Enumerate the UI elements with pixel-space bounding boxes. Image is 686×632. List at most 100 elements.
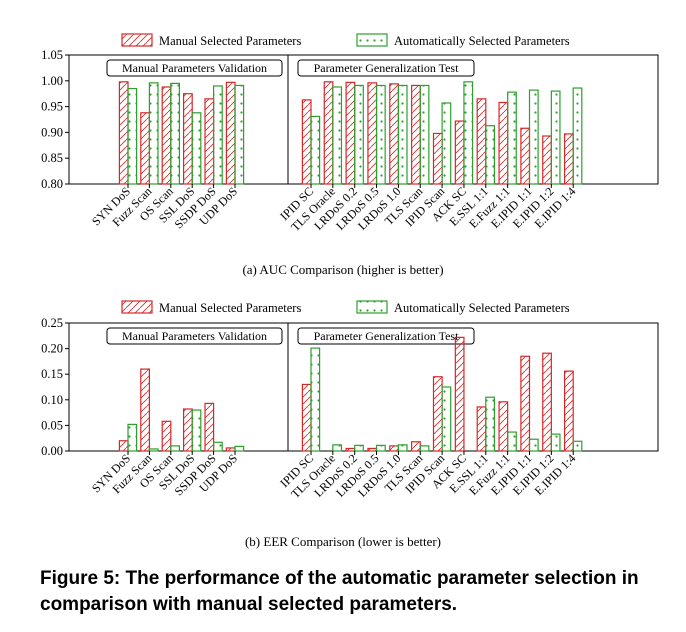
bar-auto xyxy=(528,89,539,185)
group-label-manual-validation-box xyxy=(106,327,283,345)
bar-auto xyxy=(572,87,583,185)
y-tick-label: 0.10 xyxy=(41,393,63,407)
group-label-generalization: Parameter Generalization Test xyxy=(314,61,460,75)
bar-manual xyxy=(118,440,129,452)
bar-manual xyxy=(367,447,378,452)
bar-manual xyxy=(301,383,312,452)
bar-auto xyxy=(507,431,517,452)
legend-label-auto: Automatically Selected Parameters xyxy=(394,301,570,315)
bar-auto xyxy=(485,125,495,185)
bar-auto xyxy=(213,85,223,185)
y-tick-label: 0.00 xyxy=(41,444,63,458)
y-tick-label: 1.05 xyxy=(41,48,63,62)
bar-manual xyxy=(432,376,443,452)
y-tick-label: 0.90 xyxy=(41,125,63,139)
bar-manual xyxy=(454,120,465,185)
bar-manual xyxy=(301,99,312,185)
bar-auto xyxy=(213,441,223,452)
group-label-manual-validation-box xyxy=(106,59,283,77)
bar-auto xyxy=(485,396,495,452)
y-tick-label: 0.05 xyxy=(41,418,63,432)
bar-manual xyxy=(345,447,356,452)
bar-auto xyxy=(419,445,430,452)
bar-manual xyxy=(323,81,334,185)
bar-manual xyxy=(204,98,215,185)
bar-auto xyxy=(234,445,245,452)
bar-manual xyxy=(476,406,487,452)
bar-manual xyxy=(542,135,552,185)
bar-manual xyxy=(411,84,421,185)
bar-manual xyxy=(161,86,172,185)
bar-manual xyxy=(225,447,236,452)
figure: Manual Selected Parameters Automatically … xyxy=(41,33,659,501)
group-label-generalization-box xyxy=(297,327,475,345)
bar-auto xyxy=(191,409,202,452)
y-tick-label: 0.85 xyxy=(41,151,63,165)
bar-auto xyxy=(441,102,452,185)
bar-manual xyxy=(389,83,399,185)
bar-auto xyxy=(310,347,321,452)
group-label-generalization-box xyxy=(297,59,475,77)
legend-label-auto: Automatically Selected Parameters xyxy=(394,34,570,48)
legend-swatch-auto xyxy=(356,33,388,47)
bar-manual xyxy=(345,81,356,185)
bar-auto xyxy=(375,84,386,185)
bar-auto xyxy=(127,423,138,452)
bar-auto xyxy=(354,84,364,185)
bar-manual xyxy=(498,101,509,185)
y-tick-label: 0.15 xyxy=(41,367,63,381)
legend: Manual Selected Parameters Automatically … xyxy=(121,33,570,48)
bar-auto xyxy=(375,444,386,452)
bar-auto xyxy=(234,84,245,185)
y-tick-label: 0.20 xyxy=(41,342,63,356)
group-label-manual-validation: Manual Parameters Validation xyxy=(122,329,267,343)
bar-manual xyxy=(367,82,378,185)
bar-manual xyxy=(204,402,215,452)
bar-manual xyxy=(183,93,193,185)
bar-auto xyxy=(550,90,561,185)
bar-auto xyxy=(507,91,517,185)
bar-manual xyxy=(225,81,236,185)
legend-swatch-manual xyxy=(121,300,153,314)
bar-auto xyxy=(148,448,159,452)
eer-chart: Manual Selected Parameters Automatically … xyxy=(41,300,659,501)
bar-auto xyxy=(191,112,202,185)
group-label-manual-validation: Manual Parameters Validation xyxy=(122,61,267,75)
y-tick-label: 0.25 xyxy=(41,316,63,330)
legend-label-manual: Manual Selected Parameters xyxy=(159,301,301,315)
bar-manual xyxy=(542,352,552,452)
bar-auto xyxy=(148,82,159,185)
bar-auto xyxy=(354,444,364,452)
group-label-generalization: Parameter Generalization Test xyxy=(314,329,460,343)
auc-caption: (a) AUC Comparison (higher is better) xyxy=(242,262,444,277)
bar-manual xyxy=(411,441,421,452)
bar-manual xyxy=(140,368,151,452)
bar-auto xyxy=(397,84,408,185)
bar-auto xyxy=(332,444,343,452)
bar-auto xyxy=(550,433,561,452)
bar-manual xyxy=(432,132,443,185)
bar-manual xyxy=(520,127,531,185)
bar-auto xyxy=(170,445,181,452)
eer-caption: (b) EER Comparison (lower is better) xyxy=(244,534,442,549)
bar-auto xyxy=(397,444,408,452)
auc-chart: Manual Selected Parameters Automatically … xyxy=(41,33,659,234)
bar-manual xyxy=(563,133,574,185)
bar-manual xyxy=(118,81,129,185)
bar-auto xyxy=(310,115,321,185)
bar-auto xyxy=(441,386,452,452)
legend-swatch-auto xyxy=(356,300,388,314)
bar-auto xyxy=(170,82,181,185)
legend: Manual Selected Parameters Automatically … xyxy=(121,300,570,315)
bar-auto xyxy=(419,84,430,185)
y-tick-label: 1.00 xyxy=(41,74,63,88)
bar-manual xyxy=(183,408,193,452)
y-tick-label: 0.95 xyxy=(41,100,63,114)
bar-manual xyxy=(520,355,531,452)
figure-caption: Figure 5: The performance of the automat… xyxy=(40,568,639,615)
bar-manual xyxy=(476,98,487,185)
legend-label-manual: Manual Selected Parameters xyxy=(159,34,301,48)
bar-manual xyxy=(161,420,172,452)
bar-auto xyxy=(332,86,343,185)
bar-auto xyxy=(528,438,539,452)
